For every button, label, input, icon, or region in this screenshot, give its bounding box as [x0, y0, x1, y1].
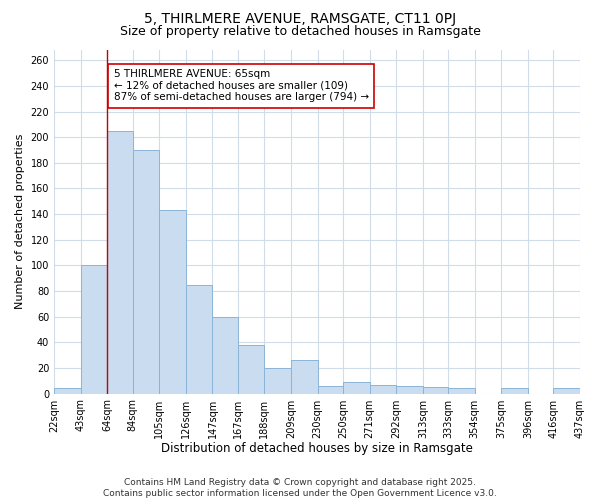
Bar	[343, 382, 370, 394]
Bar	[133, 150, 159, 394]
Bar	[159, 210, 186, 394]
Bar	[291, 360, 317, 394]
Bar	[448, 388, 475, 394]
Bar	[265, 368, 291, 394]
Bar	[54, 388, 80, 394]
Y-axis label: Number of detached properties: Number of detached properties	[15, 134, 25, 310]
Bar	[212, 316, 238, 394]
Bar	[80, 266, 107, 394]
Bar	[317, 386, 343, 394]
Text: 5 THIRLMERE AVENUE: 65sqm
← 12% of detached houses are smaller (109)
87% of semi: 5 THIRLMERE AVENUE: 65sqm ← 12% of detac…	[113, 69, 369, 102]
X-axis label: Distribution of detached houses by size in Ramsgate: Distribution of detached houses by size …	[161, 442, 473, 455]
Bar	[370, 384, 396, 394]
Bar	[396, 386, 423, 394]
Bar	[186, 284, 212, 394]
Bar	[238, 345, 265, 394]
Bar	[107, 131, 133, 394]
Bar	[423, 387, 448, 394]
Text: Size of property relative to detached houses in Ramsgate: Size of property relative to detached ho…	[119, 25, 481, 38]
Text: 5, THIRLMERE AVENUE, RAMSGATE, CT11 0PJ: 5, THIRLMERE AVENUE, RAMSGATE, CT11 0PJ	[144, 12, 456, 26]
Bar	[502, 388, 528, 394]
Bar	[553, 388, 580, 394]
Text: Contains HM Land Registry data © Crown copyright and database right 2025.
Contai: Contains HM Land Registry data © Crown c…	[103, 478, 497, 498]
